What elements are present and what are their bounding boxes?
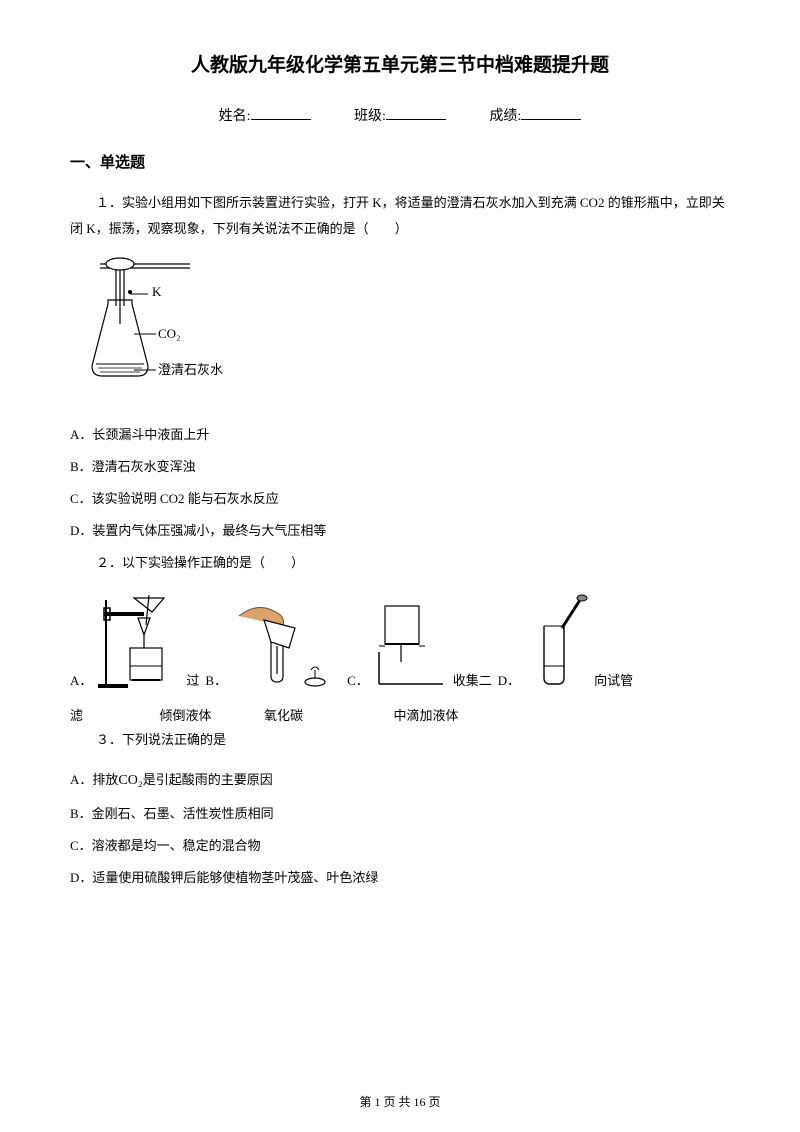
q3-a: A．排放CO₂是引起酸雨的主要原因 <box>70 767 730 795</box>
class-label: 班级: <box>354 109 386 124</box>
q2-d-pre: D． <box>498 672 520 690</box>
name-blank <box>251 119 311 120</box>
q1-c: C．该实验说明 CO2 能与石灰水反应 <box>70 486 730 512</box>
q2-d: D． 向试管 <box>498 594 633 690</box>
q3-d: D．适量使用硫酸钾后能够使植物茎叶茂盛、叶色浓绿 <box>70 865 730 891</box>
q2-d-post: 向试管 <box>594 672 633 690</box>
q3-stem: ３．下列说法正确的是 <box>70 727 730 753</box>
q1-a: A．长颈漏斗中液面上升 <box>70 422 730 448</box>
q1-stem: １．实验小组用如下图所示装置进行实验，打开 K，将适量的澄清石灰水加入到充满 C… <box>70 190 730 242</box>
score-blank <box>521 119 581 120</box>
q2-a-post: 过 <box>186 672 199 690</box>
q2-b-icon <box>229 598 339 690</box>
q2-c-pre: C． <box>347 672 369 690</box>
label-co2: CO₂ <box>158 326 181 341</box>
q1-d: D．装置内气体压强减小，最终与大气压相等 <box>70 518 730 544</box>
q2-b-pre: B． <box>205 672 227 690</box>
q2-stem: ２．以下实验操作正确的是（ ） <box>70 550 730 576</box>
q2-a: A． 过 <box>70 590 199 690</box>
class-blank <box>386 119 446 120</box>
label-lime: 澄清石灰水 <box>158 362 223 377</box>
page-title: 人教版九年级化学第五单元第三节中档难题提升题 <box>70 50 730 77</box>
q1-line1: １．实验小组用如下图所示装置进行实验，打开 K，将适量的澄清石灰水加入到充满 C… <box>70 190 725 216</box>
q2-a-icon <box>94 590 184 690</box>
name-label: 姓名: <box>219 109 251 124</box>
q1-b: B．澄清石灰水变浑浊 <box>70 454 730 480</box>
q2-options: A． 过 B． C． <box>70 590 730 690</box>
q1-line2: 闭 K，振荡，观察现象，下列有关说法不正确的是（ ） <box>70 221 408 236</box>
q2-c-post: 收集二 <box>453 672 492 690</box>
page-footer: 第 1 页 共 16 页 <box>0 1093 800 1110</box>
q3-b: B．金刚石、石墨、活性炭性质相同 <box>70 801 730 827</box>
label-k: K <box>152 284 162 299</box>
q2-a-pre: A． <box>70 672 92 690</box>
q2-c: C． 收集二 <box>347 602 492 690</box>
q2-c-icon <box>371 602 451 690</box>
q3-c: C．溶液都是均一、稳定的混合物 <box>70 833 730 859</box>
section-heading: 一、单选题 <box>70 151 730 172</box>
score-label: 成绩: <box>489 109 521 124</box>
q2-d-icon <box>522 594 592 690</box>
q2-b: B． <box>205 598 341 690</box>
q2-tail: 滤 倾倒液体 氧化碳 中滴加液体 <box>70 706 730 727</box>
info-line: 姓名: 班级: 成绩: <box>70 105 730 125</box>
q1-diagram: K CO₂ 澄清石灰水 <box>70 256 730 406</box>
